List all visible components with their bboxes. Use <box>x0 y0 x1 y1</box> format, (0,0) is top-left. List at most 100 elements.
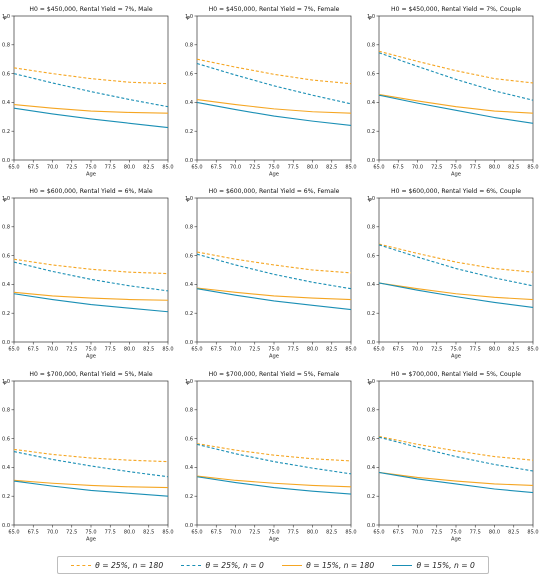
x-tick-label: 77.5 <box>470 530 481 536</box>
plot-frame <box>13 380 169 526</box>
y-tick-label: 0.0 <box>367 340 375 346</box>
x-tick-label: 67.5 <box>393 347 404 353</box>
series-line <box>13 479 169 489</box>
legend-item: θ = 15%, n = 0 <box>392 561 475 570</box>
x-tick-label: 70.0 <box>47 530 58 536</box>
y-tick-label: 0.0 <box>367 158 375 164</box>
y-tick-label: 0.6 <box>2 71 10 77</box>
series-line <box>13 67 169 85</box>
x-tick-label: 75.0 <box>85 347 96 353</box>
y-tick-label: 0.2 <box>185 494 193 500</box>
y-tick-label: 0.8 <box>367 43 375 49</box>
x-tick-label: 77.5 <box>288 530 299 536</box>
x-tick-label: 80.0 <box>307 530 318 536</box>
series-line <box>378 93 534 114</box>
x-tick-label: 70.0 <box>230 530 241 536</box>
plot-frame <box>196 197 352 343</box>
y-tick-label: 0.6 <box>367 436 375 442</box>
y-axis-label: φ <box>186 380 190 386</box>
x-tick-label: 85.0 <box>527 347 538 353</box>
series-line <box>378 471 534 486</box>
y-tick-label: 0.4 <box>185 282 193 288</box>
legend-item: θ = 25%, n = 180 <box>71 561 163 570</box>
plot-frame <box>196 15 352 161</box>
x-tick-label: 65.0 <box>191 530 202 536</box>
y-axis-label: φ <box>3 197 7 203</box>
plot-frame <box>13 15 169 161</box>
x-tick-label: 77.5 <box>105 530 116 536</box>
series-line <box>378 244 534 287</box>
y-tick-label: 0.0 <box>2 523 10 529</box>
y-tick-label: 0.2 <box>185 129 193 135</box>
series-line <box>196 251 352 274</box>
series-line <box>378 436 534 472</box>
y-tick-label: 0.8 <box>2 408 10 414</box>
x-tick-label: 67.5 <box>28 530 39 536</box>
y-tick-label: 1.0 <box>185 379 193 385</box>
x-tick-label: 65.0 <box>8 165 19 171</box>
series-line <box>378 435 534 461</box>
series-line <box>13 291 169 301</box>
series-line <box>378 282 534 308</box>
y-tick-label: 0.6 <box>185 253 193 259</box>
panel-title: H0 = $600,000, Rental Yield = 6%, Couple <box>391 188 521 195</box>
x-tick-label: 77.5 <box>470 165 481 171</box>
y-tick-label: 1.0 <box>2 14 10 20</box>
y-tick-label: 1.0 <box>2 379 10 385</box>
x-tick-label: 85.0 <box>527 530 538 536</box>
y-tick-label: 0.4 <box>185 100 193 106</box>
series-line <box>196 58 352 85</box>
series-line <box>13 104 169 114</box>
y-tick-label: 0.6 <box>2 253 10 259</box>
x-tick-label: 65.0 <box>191 165 202 171</box>
panel-title: H0 = $450,000, Rental Yield = 7%, Female <box>209 6 340 13</box>
x-tick-label: 72.5 <box>66 347 77 353</box>
x-tick-label: 75.0 <box>268 165 279 171</box>
series-line <box>13 261 169 292</box>
y-tick-label: 0.2 <box>367 494 375 500</box>
x-axis-label: Age <box>451 537 461 543</box>
x-tick-label: 65.0 <box>373 165 384 171</box>
chart-panel: H0 = $600,000, Rental Yield = 6%, Couple… <box>367 188 539 360</box>
chart-legend: θ = 25%, n = 180 θ = 25%, n = 0 θ = 15%, n… <box>57 556 489 574</box>
y-tick-label: 1.0 <box>185 196 193 202</box>
x-tick-label: 85.0 <box>162 347 173 353</box>
series-line <box>13 73 169 108</box>
legend-item: θ = 25%, n = 0 <box>181 561 264 570</box>
x-tick-label: 67.5 <box>393 530 404 536</box>
series-line <box>196 98 352 114</box>
y-tick-label: 1.0 <box>367 14 375 20</box>
y-axis-label: φ <box>368 380 372 386</box>
y-tick-label: 0.0 <box>367 523 375 529</box>
y-tick-label: 0.2 <box>2 494 10 500</box>
y-tick-label: 0.0 <box>185 340 193 346</box>
plot-frame <box>13 197 169 343</box>
y-tick-label: 0.4 <box>367 465 375 471</box>
y-tick-label: 0.0 <box>185 158 193 164</box>
x-tick-label: 75.0 <box>450 165 461 171</box>
x-tick-label: 67.5 <box>211 530 222 536</box>
series-line <box>378 282 534 301</box>
series-line <box>196 253 352 290</box>
chart-grid: H0 = $450,000, Rental Yield = 7%, Male 0.… <box>2 6 539 543</box>
series-line <box>196 62 352 105</box>
legend-item: θ = 15%, n = 180 <box>282 561 374 570</box>
x-tick-label: 72.5 <box>431 165 442 171</box>
x-tick-label: 70.0 <box>47 165 58 171</box>
x-tick-label: 85.0 <box>162 165 173 171</box>
y-tick-label: 0.8 <box>2 43 10 49</box>
legend-label: θ = 25%, n = 180 <box>95 560 164 570</box>
plot-frame <box>378 380 534 526</box>
panel-title: H0 = $700,000, Rental Yield = 5%, Couple <box>391 371 521 378</box>
x-tick-label: 65.0 <box>8 347 19 353</box>
x-tick-label: 65.0 <box>373 530 384 536</box>
x-tick-label: 80.0 <box>307 347 318 353</box>
y-axis-label: φ <box>368 15 372 21</box>
series-line <box>196 475 352 488</box>
y-tick-label: 0.6 <box>367 71 375 77</box>
y-tick-label: 0.4 <box>2 282 10 288</box>
plot-frame <box>378 15 534 161</box>
y-tick-label: 0.0 <box>2 340 10 346</box>
x-tick-label: 72.5 <box>249 347 260 353</box>
x-tick-label: 82.5 <box>143 165 154 171</box>
